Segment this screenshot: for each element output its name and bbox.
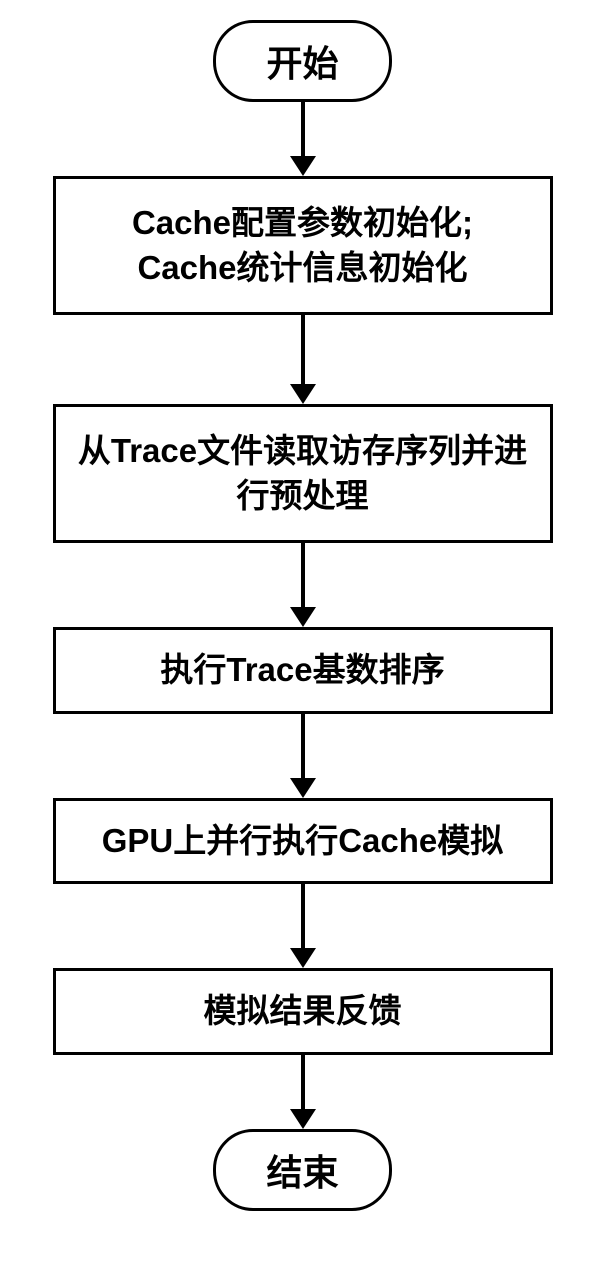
process-step-4: GPU上并行执行Cache模拟 bbox=[53, 798, 553, 885]
arrow-head-icon bbox=[290, 607, 316, 627]
arrow-line bbox=[301, 884, 305, 949]
process-text: 行预处理 bbox=[237, 477, 369, 514]
arrow-head-icon bbox=[290, 384, 316, 404]
process-text: GPU上并行执行Cache模拟 bbox=[102, 822, 504, 859]
arrow-head-icon bbox=[290, 156, 316, 176]
start-label: 开始 bbox=[266, 43, 338, 84]
start-terminator: 开始 bbox=[213, 20, 391, 102]
process-text: 模拟结果反馈 bbox=[204, 992, 402, 1029]
arrow-line bbox=[301, 1055, 305, 1110]
arrow-3 bbox=[290, 543, 316, 627]
process-text: 执行Trace基数排序 bbox=[160, 651, 444, 688]
end-terminator: 结束 bbox=[213, 1129, 391, 1211]
process-step-3: 执行Trace基数排序 bbox=[53, 627, 553, 714]
arrow-4 bbox=[290, 714, 316, 798]
arrow-2 bbox=[290, 315, 316, 404]
process-text: 从Trace文件读取访存序列并进 bbox=[78, 432, 527, 469]
process-step-1: Cache配置参数初始化; Cache统计信息初始化 bbox=[53, 176, 553, 315]
arrow-head-icon bbox=[290, 948, 316, 968]
arrow-line bbox=[301, 714, 305, 779]
process-step-5: 模拟结果反馈 bbox=[53, 968, 553, 1055]
arrow-head-icon bbox=[290, 778, 316, 798]
arrow-1 bbox=[290, 102, 316, 176]
process-text: Cache统计信息初始化 bbox=[137, 249, 467, 286]
arrow-5 bbox=[290, 884, 316, 968]
arrow-line bbox=[301, 543, 305, 608]
process-text: Cache配置参数初始化; bbox=[132, 204, 473, 241]
arrow-head-icon bbox=[290, 1109, 316, 1129]
arrow-6 bbox=[290, 1055, 316, 1129]
process-step-2: 从Trace文件读取访存序列并进 行预处理 bbox=[53, 404, 553, 543]
arrow-line bbox=[301, 102, 305, 157]
arrow-line bbox=[301, 315, 305, 385]
end-label: 结束 bbox=[266, 1152, 338, 1193]
flowchart-container: 开始 Cache配置参数初始化; Cache统计信息初始化 从Trace文件读取… bbox=[53, 20, 553, 1211]
